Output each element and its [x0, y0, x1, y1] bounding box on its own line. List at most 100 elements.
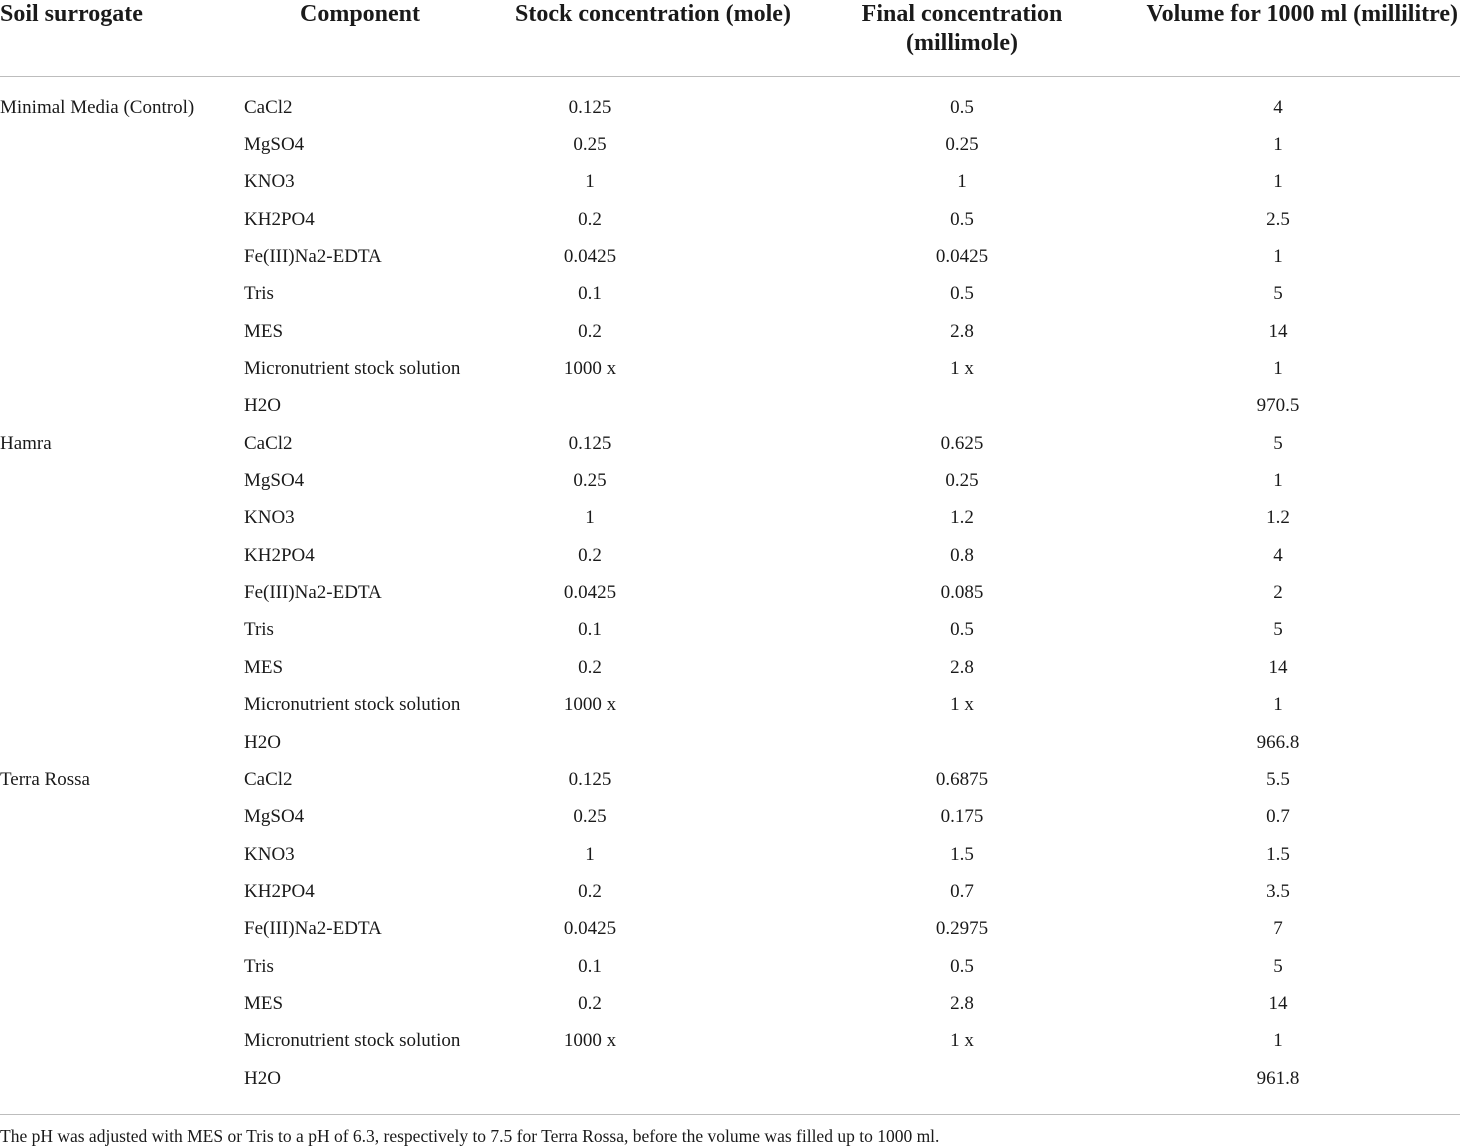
cell-component: CaCl2	[244, 768, 293, 790]
stock-value: 1	[585, 843, 595, 865]
cell-component: CaCl2	[244, 96, 293, 118]
volume-value: 970.5	[1256, 395, 1300, 417]
cell-volume: 0.7	[1094, 799, 1460, 836]
cell-volume: 1	[1094, 350, 1460, 387]
header-component: Component	[238, 0, 510, 77]
cell-component: MES	[244, 656, 284, 678]
cell-stock-concentration: 0.125	[510, 761, 830, 798]
final-value: 1.2	[950, 507, 974, 529]
cell-stock-concentration: 0.25	[510, 799, 830, 836]
cell-volume: 1	[1094, 1023, 1460, 1060]
cell-stock-concentration: 1000 x	[510, 350, 830, 387]
stock-value: 0.25	[573, 134, 607, 156]
table-row: MgSO4 0.25 0.175 0.7	[0, 799, 1460, 836]
volume-value: 1.5	[1266, 843, 1290, 865]
cell-volume: 5	[1094, 276, 1460, 313]
cell-component: KH2PO4	[244, 208, 315, 230]
cell-volume: 1	[1094, 687, 1460, 724]
cell-stock-concentration: 1	[510, 164, 830, 201]
final-value: 0.7	[950, 880, 974, 902]
cell-soil-surrogate	[0, 873, 238, 910]
cell-component: Tris	[244, 955, 274, 977]
cell-stock-concentration: 0.1	[510, 276, 830, 313]
table-row: KH2PO4 0.2 0.5 2.5	[0, 201, 1460, 238]
table-row: H2O 970.5	[0, 388, 1460, 425]
volume-value: 5	[1273, 283, 1283, 305]
cell-stock-concentration: 0.25	[510, 462, 830, 499]
stock-value: 0.125	[568, 768, 612, 790]
table-row: H2O 966.8	[0, 724, 1460, 761]
header-stock-concentration: Stock concentration (mole)	[510, 0, 830, 77]
table-row: MgSO4 0.25 0.25 1	[0, 462, 1460, 499]
cell-final-concentration: 0.5	[830, 201, 1094, 238]
cell-soil-surrogate	[0, 799, 238, 836]
final-value: 0.5	[950, 96, 974, 118]
table-row: MES 0.2 2.8 14	[0, 313, 1460, 350]
cell-final-concentration: 1 x	[830, 350, 1094, 387]
header-final-line1: Final concentration	[861, 1, 1063, 27]
cell-final-concentration: 0.25	[830, 462, 1094, 499]
volume-value: 966.8	[1256, 731, 1300, 753]
cell-soil-surrogate	[0, 1060, 238, 1097]
table-footnote: The pH was adjusted with MES or Tris to …	[0, 1126, 940, 1146]
volume-value: 4	[1273, 544, 1283, 566]
cell-component: Fe(III)Na2-EDTA	[244, 246, 382, 268]
cell-final-concentration: 0.6875	[830, 761, 1094, 798]
volume-value: 1	[1273, 694, 1283, 716]
cell-soil-surrogate	[0, 836, 238, 873]
stock-value: 0.1	[578, 619, 602, 641]
table-row: H2O 961.8	[0, 1060, 1460, 1097]
cell-final-concentration: 1.5	[830, 836, 1094, 873]
cell-component: Fe(III)Na2-EDTA	[244, 582, 382, 604]
table-row: KNO3 1 1.5 1.5	[0, 836, 1460, 873]
cell-soil-surrogate	[0, 985, 238, 1022]
cell-volume: 4	[1094, 537, 1460, 574]
final-value: 0.625	[940, 432, 984, 454]
volume-value: 1	[1273, 171, 1283, 193]
cell-final-concentration: 1 x	[830, 1023, 1094, 1060]
volume-value: 3.5	[1266, 880, 1290, 902]
volume-value: 7	[1273, 918, 1283, 940]
final-value: 2.8	[950, 656, 974, 678]
cell-soil-surrogate	[0, 612, 238, 649]
stock-value: 0.0425	[563, 918, 617, 940]
cell-stock-concentration	[510, 1060, 830, 1097]
stock-value: 1000 x	[563, 358, 617, 380]
cell-soil-surrogate	[0, 388, 238, 425]
table-row: Tris 0.1 0.5 5	[0, 612, 1460, 649]
cell-stock-concentration: 0.0425	[510, 574, 830, 611]
stock-value: 0.25	[573, 470, 607, 492]
stock-value: 0.2	[578, 544, 602, 566]
cell-soil-surrogate	[0, 911, 238, 948]
cell-stock-concentration: 0.1	[510, 612, 830, 649]
cell-stock-concentration: 1000 x	[510, 687, 830, 724]
final-value: 1 x	[950, 694, 974, 716]
spacer-cell	[0, 77, 1460, 90]
table-row: Hamra CaCl2 0.125 0.625 5	[0, 425, 1460, 462]
cell-component: KNO3	[244, 843, 295, 865]
cell-component: MES	[244, 320, 284, 342]
table-row: Micronutrient stock solution 1000 x 1 x 1	[0, 350, 1460, 387]
cell-final-concentration: 0.085	[830, 574, 1094, 611]
stock-value: 0.2	[578, 880, 602, 902]
volume-value: 961.8	[1256, 1067, 1300, 1089]
stock-value: 0.1	[578, 955, 602, 977]
stock-value: 0.125	[568, 96, 612, 118]
cell-final-concentration: 0.2975	[830, 911, 1094, 948]
table-row: KNO3 1 1 1	[0, 164, 1460, 201]
cell-volume: 970.5	[1094, 388, 1460, 425]
volume-value: 0.7	[1266, 806, 1290, 828]
cell-soil-surrogate	[0, 500, 238, 537]
cell-component: KNO3	[244, 171, 295, 193]
table-row: MES 0.2 2.8 14	[0, 649, 1460, 686]
cell-component: H2O	[244, 1067, 281, 1089]
cell-volume: 5	[1094, 425, 1460, 462]
cell-final-concentration: 0.5	[830, 276, 1094, 313]
cell-volume: 1	[1094, 462, 1460, 499]
final-value: 0.5	[950, 955, 974, 977]
cell-stock-concentration	[510, 388, 830, 425]
final-value: 0.25	[945, 470, 979, 492]
cell-component: Micronutrient stock solution	[244, 358, 461, 380]
cell-stock-concentration: 0.1	[510, 948, 830, 985]
stock-value: 0.2	[578, 992, 602, 1014]
